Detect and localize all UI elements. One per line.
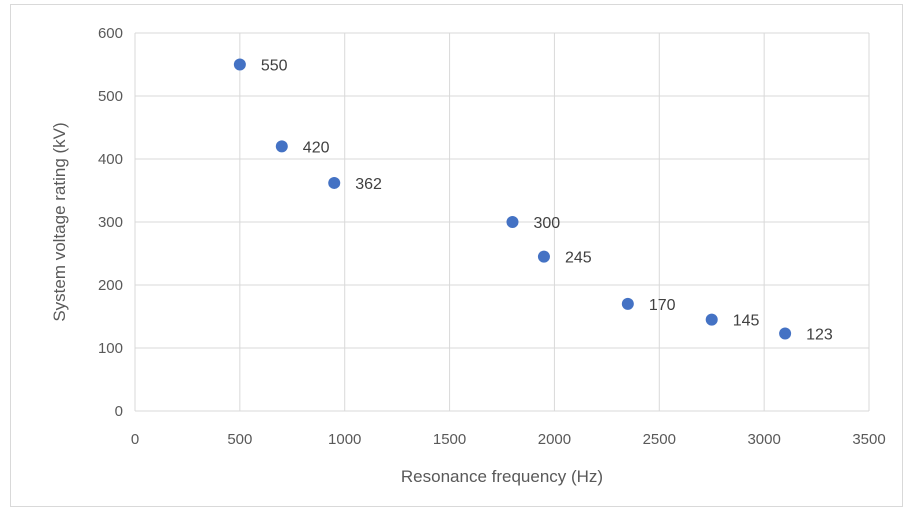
x-tick-labels: 0 500 1000 1500 2000 2500 3000 3500 (131, 431, 886, 448)
y-tick-label: 500 (98, 88, 123, 105)
y-tick-label: 0 (115, 403, 123, 420)
x-tick-label: 2500 (643, 431, 676, 448)
chart-frame (10, 4, 903, 507)
y-tick-label: 200 (98, 277, 123, 294)
x-tick-label: 1000 (328, 431, 361, 448)
data-label: 145 (733, 313, 760, 330)
y-axis-title: System voltage rating (kV) (50, 122, 69, 321)
x-tick-label: 500 (227, 431, 252, 448)
data-label: 300 (533, 215, 560, 232)
data-point (275, 140, 288, 153)
x-tick-label: 3500 (852, 431, 885, 448)
y-tick-label: 400 (98, 151, 123, 168)
data-label: 362 (355, 176, 382, 193)
data-point (779, 327, 792, 340)
gridlines (134, 32, 870, 412)
data-points (233, 58, 792, 340)
x-axis-title: Resonance frequency (Hz) (401, 467, 603, 486)
y-tick-label: 300 (98, 214, 123, 231)
x-tick-label: 3000 (747, 431, 780, 448)
x-tick-label: 1500 (433, 431, 466, 448)
data-point (506, 216, 519, 228)
data-label: 550 (261, 58, 288, 75)
data-label: 123 (806, 327, 833, 344)
data-point (621, 297, 634, 310)
y-tick-label: 100 (98, 340, 123, 357)
data-label: 245 (565, 250, 592, 267)
x-tick-label: 0 (131, 431, 139, 448)
y-tick-label: 600 (98, 25, 123, 42)
data-point (328, 176, 341, 189)
data-point (705, 313, 718, 326)
data-label: 170 (649, 297, 676, 314)
data-label: 420 (303, 139, 330, 156)
x-tick-label: 2000 (538, 431, 571, 448)
data-point (537, 250, 550, 263)
data-labels: 550 420 362 300 245 170 145 123 (261, 58, 833, 344)
data-point (233, 58, 246, 71)
y-tick-labels: 0 100 200 300 400 500 600 (98, 25, 123, 420)
